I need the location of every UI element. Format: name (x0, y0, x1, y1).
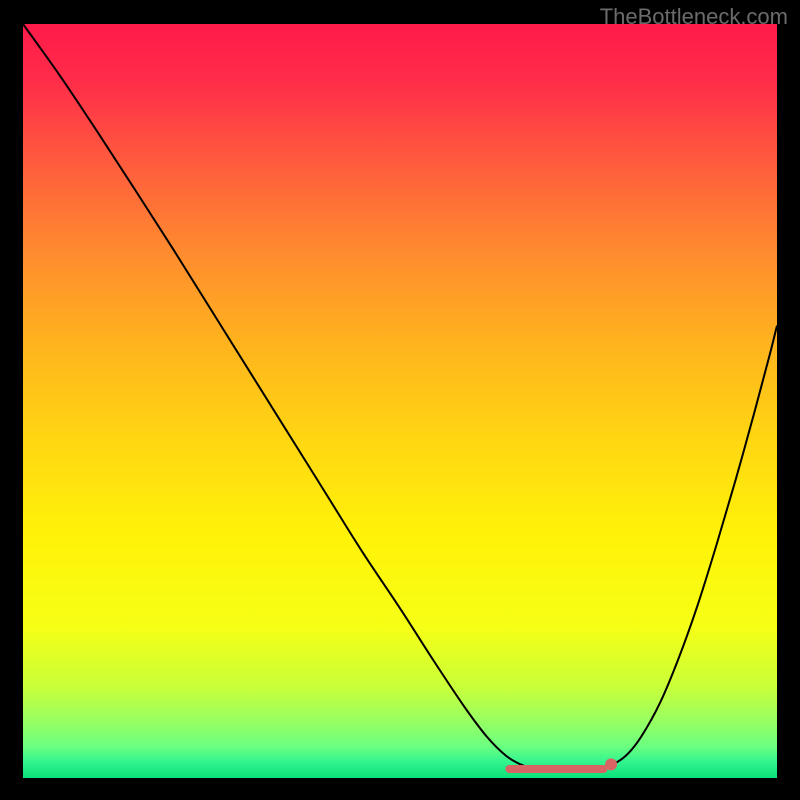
optimal-end-dot (605, 758, 617, 770)
curve-overlay (23, 24, 777, 778)
plot-area (23, 24, 777, 778)
watermark-text: TheBottleneck.com (600, 4, 788, 30)
bottleneck-curve (23, 24, 777, 771)
